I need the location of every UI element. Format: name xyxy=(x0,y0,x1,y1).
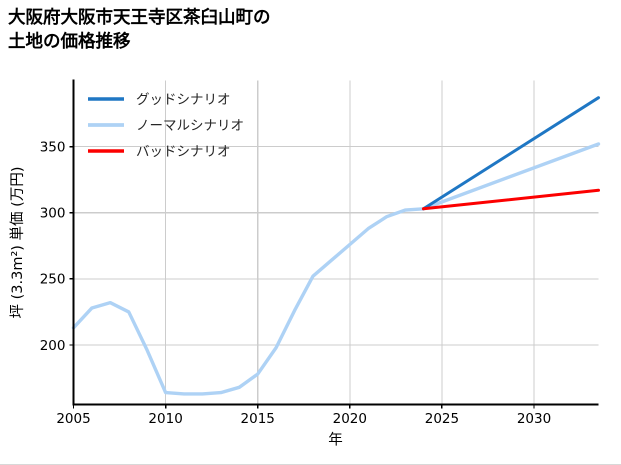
x-tick-label: 2020 xyxy=(333,411,367,427)
y-tick-label: 350 xyxy=(40,139,66,155)
x-axis-title: 年 xyxy=(328,432,343,449)
legend-label-2: ノーマルシナリオ xyxy=(136,118,244,134)
x-tick-label: 2025 xyxy=(425,411,459,427)
axis-spines xyxy=(72,79,599,406)
legend-label-3: バッドシナリオ xyxy=(136,144,231,160)
y-tick-label: 300 xyxy=(40,206,66,222)
gridlines-group xyxy=(72,80,599,405)
series-line-1 xyxy=(422,96,600,211)
x-tick-label: 2030 xyxy=(517,411,551,427)
x-tick-label: 2010 xyxy=(148,411,182,427)
y-tick-label: 200 xyxy=(40,338,66,354)
series-group xyxy=(71,96,601,396)
x-tick-label: 2015 xyxy=(241,411,275,427)
x-tick-label: 2005 xyxy=(56,411,90,427)
page-title: 大阪府大阪市天王寺区茶臼山町の 土地の価格推移 xyxy=(8,7,271,51)
y-axis-title: 坪 (3.3m²) 単価 (万円) xyxy=(9,167,26,319)
y-tick-label: 250 xyxy=(40,272,66,288)
axis-ticks-group: 200 250 300 350 2005 2010 2015 2020 2025 2030 xyxy=(40,139,551,427)
axis-titles-group: 年 坪 (3.3m²) 単価 (万円) xyxy=(9,167,343,449)
series-line-2 xyxy=(71,142,601,396)
series-line-3 xyxy=(422,188,600,211)
legend-label-1: グッドシナリオ xyxy=(136,92,231,108)
